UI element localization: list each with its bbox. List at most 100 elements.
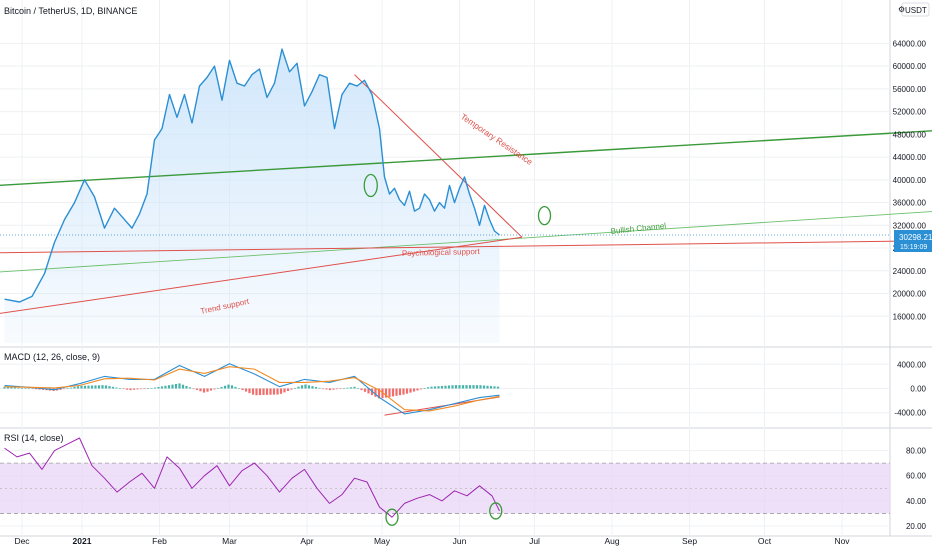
price-tick-label: 44000.00 — [893, 153, 927, 162]
macd-histogram-bar — [300, 385, 304, 389]
macd-histogram-bar — [24, 388, 27, 389]
macd-histogram-bar — [248, 388, 251, 394]
macd-histogram-bar — [234, 386, 237, 389]
rsi-tick-label: 60.00 — [906, 472, 927, 481]
time-tick-label: May — [374, 536, 391, 546]
macd-histogram-bar — [290, 388, 293, 390]
time-tick-label: Oct — [758, 536, 772, 546]
macd-histogram-bar — [304, 384, 307, 389]
macd-histogram-bar — [395, 388, 398, 396]
macd-histogram-bar — [237, 388, 241, 390]
price-tick-label: 32000.00 — [893, 221, 927, 230]
macd-histogram-bar — [307, 385, 311, 389]
macd-histogram-bar — [199, 388, 202, 392]
annotation-psychological-support[interactable]: Psychological support — [402, 247, 481, 258]
macd-histogram-bar — [426, 387, 430, 389]
time-tick-label: Jun — [453, 536, 467, 546]
macd-histogram-bar — [367, 388, 370, 394]
rsi-line — [4, 437, 500, 518]
macd-histogram-bar — [188, 387, 192, 389]
macd-histogram-bar — [62, 388, 66, 390]
macd-histogram-bar — [20, 387, 24, 389]
macd-histogram-bar — [129, 388, 132, 391]
macd-histogram-bar — [388, 388, 391, 397]
macd-histogram-bar — [381, 388, 384, 399]
macd-histogram-bar — [118, 388, 122, 389]
macd-histogram-bar — [90, 385, 94, 389]
rsi-tick-label: 20.00 — [906, 522, 927, 531]
time-tick-label: Jul — [529, 536, 540, 546]
trendline-trend-support — [0, 236, 523, 314]
macd-histogram-bar — [454, 385, 458, 389]
macd-histogram-bar — [34, 388, 38, 390]
gear-icon[interactable]: ⚙ — [898, 5, 905, 14]
macd-histogram-bar — [489, 386, 493, 389]
price-area-layer — [4, 49, 500, 343]
macd-histogram-bar — [262, 388, 265, 395]
rsi-tick-label: 40.00 — [906, 497, 927, 506]
currency-selector[interactable]: USDT ⚙ — [898, 2, 930, 17]
macd-histogram-bar — [83, 385, 87, 389]
macd-histogram-bar — [363, 388, 367, 392]
time-tick-label: Nov — [834, 536, 850, 546]
macd-histogram-bar — [167, 385, 171, 389]
macd-histogram-bar — [332, 388, 335, 390]
rsi-band-layer — [0, 462, 890, 514]
price-axis-layer[interactable]: 16000.0020000.0024000.0028000.0032000.00… — [893, 39, 927, 531]
macd-histogram-bar — [195, 388, 199, 390]
macd-histogram-bar — [486, 385, 489, 389]
trendline-bullish-channel — [0, 211, 932, 273]
macd-histogram-bar — [6, 387, 10, 389]
macd-histogram-bar — [143, 388, 146, 390]
currency-badge-label: USDT — [905, 6, 927, 15]
rsi-ellipse-mark-may — [385, 508, 399, 526]
macd-tick-label: 0.00 — [910, 385, 926, 394]
macd-histogram-bar — [318, 387, 321, 389]
macd-histogram-bar — [59, 388, 62, 390]
macd-histogram-bar — [409, 388, 412, 393]
macd-histogram-bar — [335, 388, 339, 390]
macd-tick-label: 4000.00 — [897, 360, 926, 369]
price-tick-label: 64000.00 — [893, 39, 927, 48]
time-axis-layer[interactable]: Dec 2021 Feb Mar Apr May Jun Jul Aug Sep Oct Nov — [14, 536, 850, 546]
macd-line — [4, 363, 500, 415]
trendline-temporary-resistance — [354, 74, 523, 238]
macd-histogram-bar — [297, 386, 300, 389]
rsi-panel-label: RSI (14, close) — [4, 433, 64, 443]
trendline-upper-green — [0, 130, 932, 187]
macd-histogram-bar — [108, 386, 111, 389]
macd-histogram-bar — [412, 388, 416, 392]
current-price-badge: 30298.21 15:19:09 — [894, 230, 932, 252]
macd-histogram-bar — [461, 385, 465, 389]
macd-histogram-bar — [139, 388, 143, 390]
macd-histogram-bar — [402, 388, 405, 395]
price-tick-label: 20000.00 — [893, 290, 927, 299]
macd-histogram-bar — [150, 387, 153, 389]
price-area — [4, 49, 500, 343]
macd-histogram-bar — [31, 388, 34, 390]
macd-histogram-bar — [475, 385, 479, 389]
macd-histogram-bar — [104, 385, 108, 389]
macd-histogram-bar — [468, 385, 472, 389]
macd-histogram-bar — [13, 387, 17, 389]
macd-histogram-bar — [73, 386, 76, 389]
macd-histogram-bar — [122, 388, 125, 390]
rsi-ellipse-mark-jun — [489, 502, 503, 520]
macd-histogram-bar — [17, 387, 20, 389]
macd-histogram-bar — [202, 388, 206, 393]
macd-histogram-bar — [132, 388, 136, 390]
macd-histogram-bar — [178, 383, 181, 389]
price-ellipse-mark-may — [363, 173, 378, 198]
macd-histogram-bar — [174, 384, 178, 389]
macd-histogram-bar — [69, 387, 73, 389]
macd-histogram-bar — [223, 385, 227, 389]
macd-histogram-bar — [496, 386, 500, 389]
time-tick-label: Apr — [300, 536, 313, 546]
macd-histogram-bar — [241, 388, 244, 390]
macd-histogram-bar — [377, 388, 381, 399]
macd-histogram-bar — [192, 388, 195, 390]
macd-histogram-bar — [10, 387, 13, 389]
macd-histogram-bar — [398, 388, 402, 396]
time-tick-label: Aug — [604, 536, 619, 546]
